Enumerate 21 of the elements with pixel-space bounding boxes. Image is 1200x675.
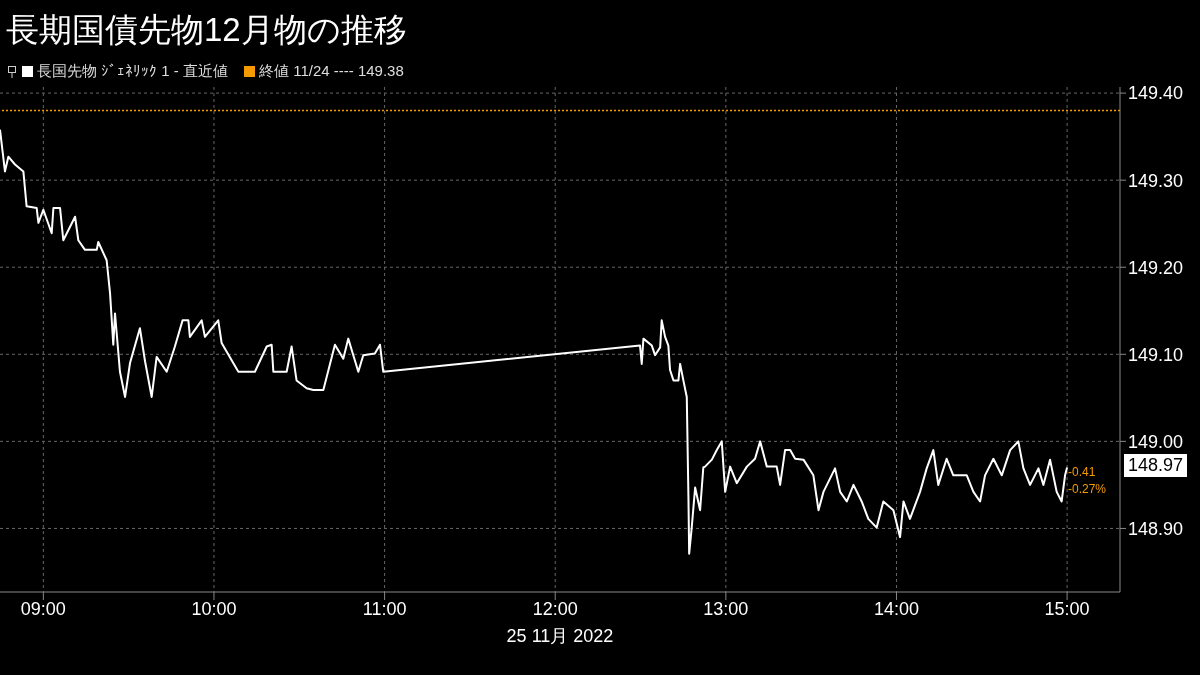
- legend-label: 長国先物 ｼﾞｪﾈﾘｯｸ 1 - 直近値: [37, 62, 229, 81]
- text: 148.97: [1124, 454, 1188, 478]
- annotation: -0.41: [1068, 465, 1096, 480]
- y-tick-label: 149.40: [1128, 83, 1184, 104]
- line-series: [0, 128, 1069, 555]
- y-tick-label: 149.20: [1128, 257, 1184, 278]
- y-tick-label: 149.10: [1128, 344, 1184, 365]
- x-tick-label: 13:00: [703, 598, 749, 619]
- legend-label: 終値 11/24 ---- 149.38: [259, 62, 404, 81]
- x-tick-label: 12:00: [532, 598, 578, 619]
- x-tick-label: 14:00: [873, 598, 919, 619]
- y-tick-label: 149.00: [1128, 431, 1184, 452]
- chart-title: 長期国債先物12月物の推移: [6, 10, 407, 50]
- x-axis-title: 25 11月 2022: [505, 625, 615, 648]
- y-tick-label: 148.90: [1128, 518, 1184, 539]
- x-tick-label: 11:00: [362, 598, 407, 619]
- y-tick-label: 149.30: [1128, 170, 1184, 191]
- x-tick-label: 09:00: [20, 598, 66, 619]
- x-tick-label: 10:00: [191, 598, 237, 619]
- x-tick-label: 15:00: [1044, 598, 1090, 619]
- annotation: -0.27%: [1068, 482, 1107, 497]
